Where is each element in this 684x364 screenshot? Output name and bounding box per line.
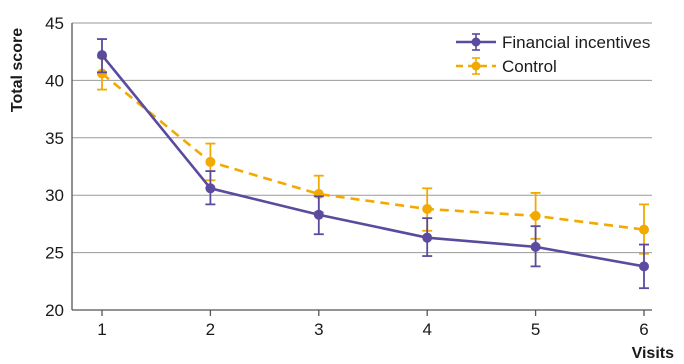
y-tick-label: 20	[45, 301, 64, 320]
y-tick-label: 25	[45, 244, 64, 263]
x-tick-label: 3	[314, 320, 323, 339]
gridlines	[72, 22, 652, 254]
legend-marker	[471, 37, 481, 47]
y-tick-label: 45	[45, 14, 64, 33]
series-financial-incentives	[97, 38, 649, 290]
data-point	[422, 203, 433, 214]
data-point	[97, 68, 107, 79]
x-tick-label: 5	[531, 320, 540, 339]
data-point	[205, 156, 216, 167]
legend: Financial incentives Control	[456, 33, 650, 76]
y-tick-label: 40	[45, 71, 64, 90]
series-line	[100, 54, 645, 268]
data-point	[97, 50, 107, 61]
y-tick-label: 35	[45, 129, 64, 148]
data-point	[639, 261, 649, 272]
x-tick-label: 4	[422, 320, 431, 339]
data-point	[639, 224, 649, 235]
x-axis-label: Visits	[632, 345, 675, 362]
data-point	[530, 210, 541, 221]
series-control	[97, 56, 649, 255]
x-tick-label: 1	[97, 320, 106, 339]
data-point	[205, 183, 216, 194]
legend-label: Control	[502, 57, 557, 76]
y-axis-label: Total score	[9, 28, 26, 112]
y-tick-label: 30	[45, 186, 64, 205]
data-point	[422, 232, 433, 243]
series-line	[101, 72, 645, 231]
axes	[71, 23, 652, 316]
data-point	[313, 209, 324, 220]
x-tick-label: 6	[639, 320, 648, 339]
data-series	[97, 38, 649, 290]
x-tick-label: 2	[206, 320, 215, 339]
legend-label: Financial incentives	[502, 33, 650, 52]
data-point	[530, 241, 541, 252]
legend-marker	[471, 61, 481, 71]
